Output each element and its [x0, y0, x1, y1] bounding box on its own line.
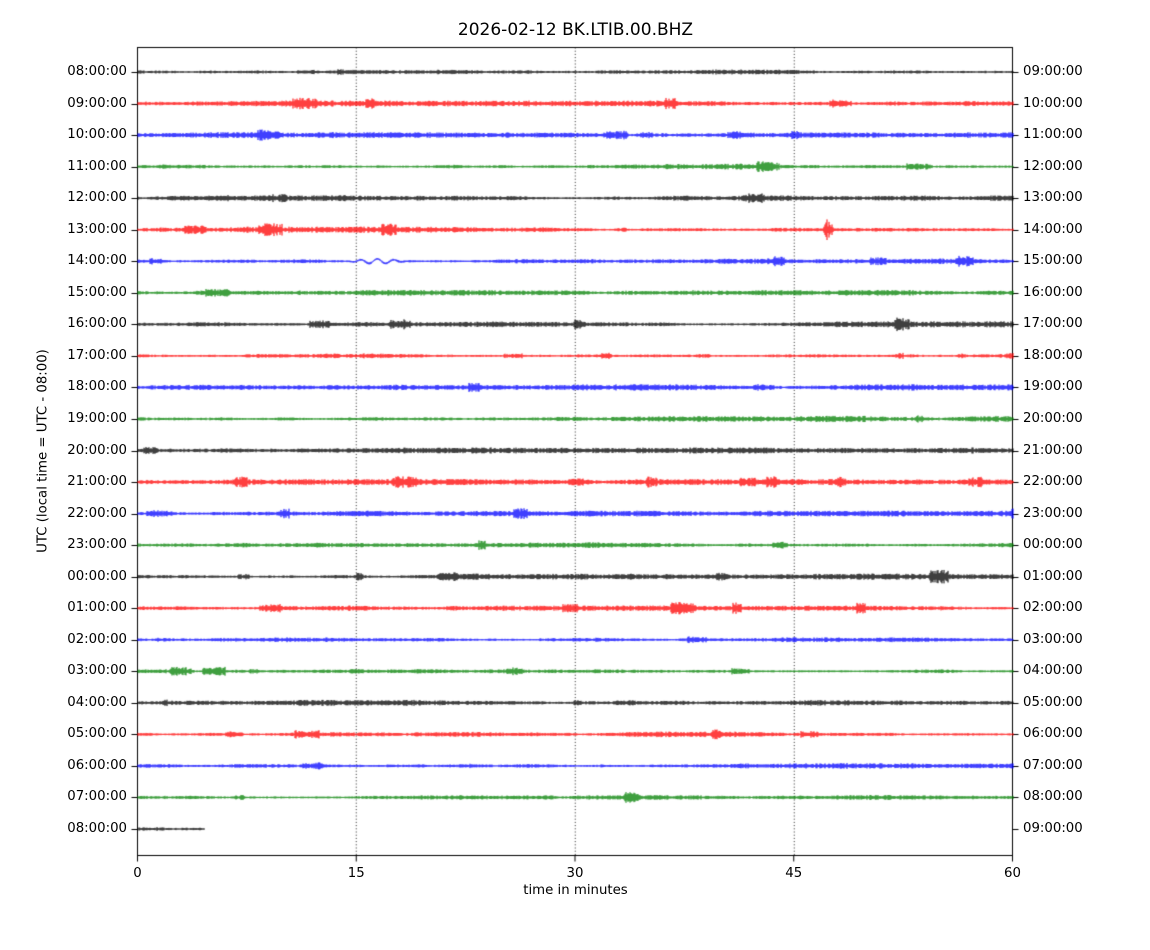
left-time-label: 16:00:00	[67, 316, 127, 332]
right-time-label: 00:00:00	[1023, 537, 1083, 553]
left-time-label: 22:00:00	[67, 505, 127, 521]
right-time-label: 21:00:00	[1023, 442, 1083, 458]
left-time-label: 05:00:00	[67, 726, 127, 742]
left-time-label: 19:00:00	[67, 410, 127, 426]
left-time-label: 18:00:00	[67, 379, 127, 395]
right-time-label: 03:00:00	[1023, 631, 1083, 647]
left-time-label: 07:00:00	[67, 789, 127, 805]
left-time-label: 01:00:00	[67, 600, 127, 616]
left-time-label: 02:00:00	[67, 631, 127, 647]
left-time-label: 08:00:00	[67, 821, 127, 836]
right-time-label: 05:00:00	[1023, 694, 1083, 710]
left-time-label: 06:00:00	[67, 757, 127, 773]
left-time-label: 15:00:00	[67, 284, 127, 300]
x-axis-label: time in minutes	[523, 883, 628, 898]
right-time-label: 04:00:00	[1023, 663, 1083, 679]
right-time-label: 17:00:00	[1023, 316, 1083, 332]
right-time-label: 15:00:00	[1023, 253, 1083, 269]
left-time-label: 09:00:00	[67, 95, 127, 111]
right-time-label: 23:00:00	[1023, 505, 1083, 521]
x-tick-label: 30	[566, 866, 584, 881]
right-time-label: 14:00:00	[1023, 221, 1083, 237]
right-time-label: 08:00:00	[1023, 789, 1083, 805]
chart-title: 2026-02-12 BK.LTIB.00.BHZ	[457, 20, 694, 40]
right-time-label: 02:00:00	[1023, 600, 1083, 616]
x-tick-label: 15	[347, 866, 365, 881]
left-time-label: 10:00:00	[67, 127, 127, 143]
right-time-label: 10:00:00	[1023, 95, 1083, 111]
right-time-label: 07:00:00	[1023, 757, 1083, 773]
left-time-label: 14:00:00	[67, 253, 127, 269]
left-time-label: 03:00:00	[67, 663, 127, 679]
left-time-label: 08:00:00	[67, 64, 127, 79]
right-time-label: 06:00:00	[1023, 726, 1083, 742]
right-time-label: 09:00:00	[1023, 821, 1083, 836]
right-time-label: 13:00:00	[1023, 190, 1083, 206]
x-tick-label: 45	[785, 866, 803, 881]
left-time-label: 12:00:00	[67, 190, 127, 206]
left-time-label: 21:00:00	[67, 474, 127, 490]
right-time-label: 09:00:00	[1023, 64, 1083, 79]
left-time-label: 00:00:00	[67, 568, 127, 584]
left-time-label: 13:00:00	[67, 221, 127, 237]
right-time-label: 11:00:00	[1023, 127, 1083, 143]
right-time-label: 16:00:00	[1023, 284, 1083, 300]
x-tick-label: 0	[133, 866, 142, 881]
right-time-label: 22:00:00	[1023, 474, 1083, 490]
right-time-label: 18:00:00	[1023, 347, 1083, 363]
left-time-label: 11:00:00	[67, 158, 127, 174]
left-time-label: 17:00:00	[67, 347, 127, 363]
left-time-label: 04:00:00	[67, 694, 127, 710]
right-time-label: 01:00:00	[1023, 568, 1083, 584]
left-time-label: 23:00:00	[67, 537, 127, 553]
right-time-label: 20:00:00	[1023, 410, 1083, 426]
right-time-label: 12:00:00	[1023, 158, 1083, 174]
x-tick-label: 60	[1004, 866, 1021, 881]
y-axis-label: UTC (local time = UTC - 08:00)	[35, 349, 51, 553]
left-time-label: 20:00:00	[67, 442, 127, 458]
right-time-label: 19:00:00	[1023, 379, 1083, 395]
